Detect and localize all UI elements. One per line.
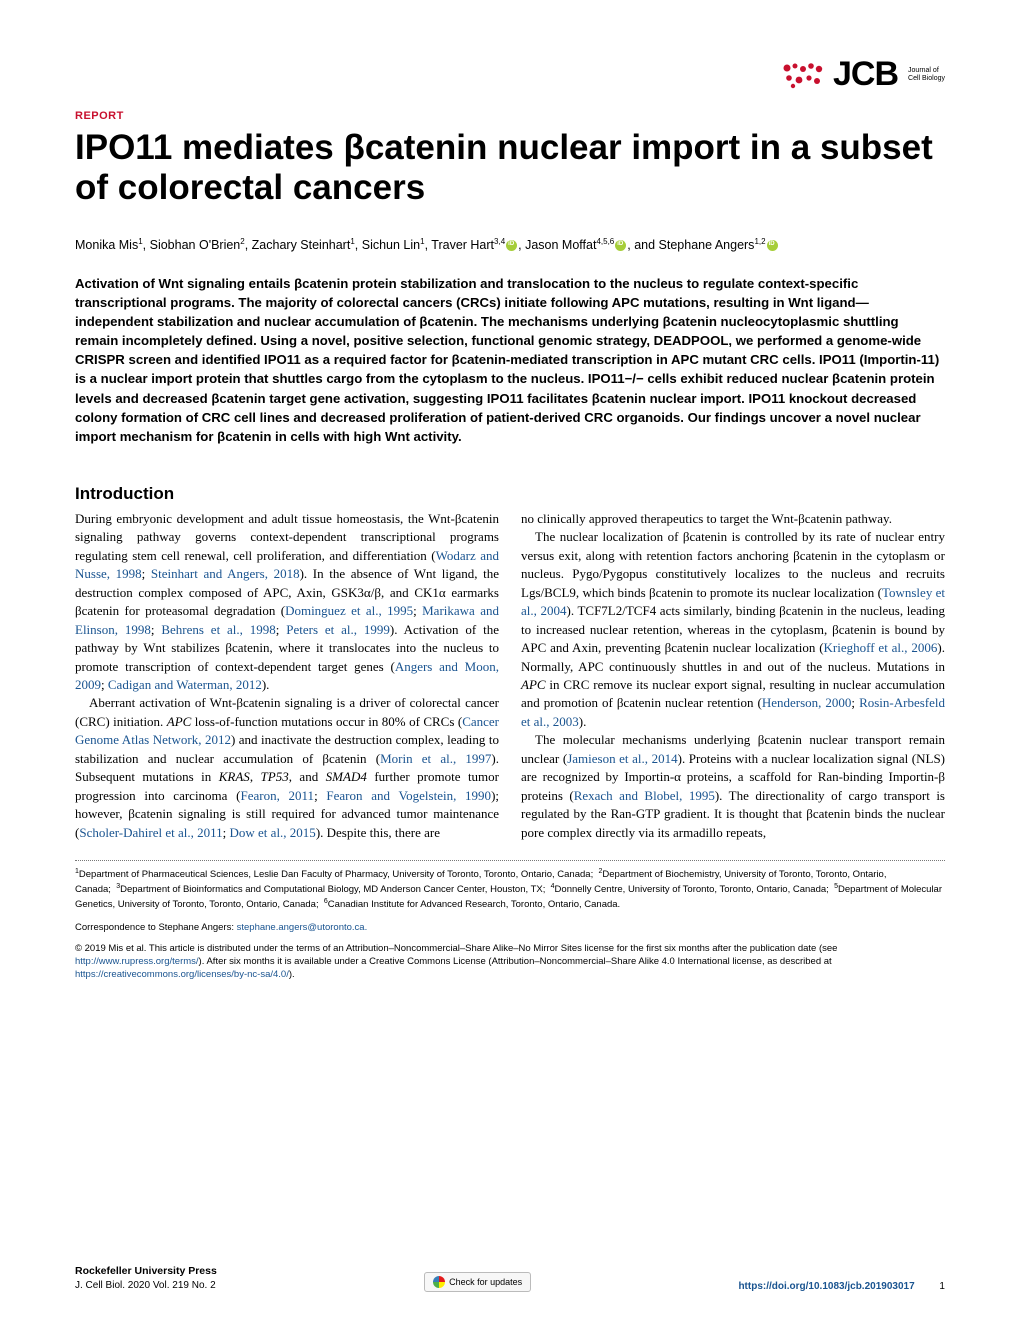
footer-right: https://doi.org/10.1083/jcb.201903017 1 [738, 1281, 945, 1292]
ref-link[interactable]: Krieghoff et al., 2006 [824, 640, 938, 655]
ref-link[interactable]: Fearon and Vogelstein, 1990 [326, 788, 491, 803]
journal-logo-icon [781, 60, 825, 90]
journal-logo: JCB Journal ofCell Biology [781, 55, 945, 94]
license-statement: © 2019 Mis et al. This article is distri… [75, 943, 945, 981]
citation-line: J. Cell Biol. 2020 Vol. 219 No. 2 [75, 1279, 217, 1292]
publisher-name: Rockefeller University Press [75, 1265, 217, 1279]
intro-para-4: The molecular mechanisms underlying βcat… [521, 731, 945, 842]
affiliations: 1Department of Pharmaceutical Sciences, … [75, 867, 945, 912]
ref-link[interactable]: Morin et al., 1997 [380, 751, 491, 766]
column-left: During embryonic development and adult t… [75, 510, 499, 842]
ref-link[interactable]: Dow et al., 2015 [230, 825, 316, 840]
page-number: 1 [939, 1281, 945, 1292]
intro-para-1-cont: no clinically approved therapeutics to t… [521, 510, 945, 528]
intro-para-3: The nuclear localization of βcatenin is … [521, 528, 945, 731]
body-columns: During embryonic development and adult t… [75, 510, 945, 842]
ref-link[interactable]: Henderson, 2000 [762, 695, 852, 710]
crossmark-icon [433, 1276, 445, 1288]
journal-logo-text: JCB [833, 55, 898, 94]
ref-link[interactable]: Jamieson et al., 2014 [567, 751, 677, 766]
license-link[interactable]: https://creativecommons.org/licenses/by-… [75, 969, 289, 980]
ref-link[interactable]: Rexach and Blobel, 1995 [574, 788, 715, 803]
journal-logo-subtitle: Journal ofCell Biology [908, 67, 945, 82]
ref-link[interactable]: Scholer-Dahirel et al., 2011 [79, 825, 222, 840]
column-right: no clinically approved therapeutics to t… [521, 510, 945, 842]
footer-left: Rockefeller University Press J. Cell Bio… [75, 1265, 217, 1292]
article-title: IPO11 mediates βcatenin nuclear import i… [75, 128, 945, 209]
doi-link[interactable]: https://doi.org/10.1083/jcb.201903017 [738, 1281, 914, 1292]
footer-center: Check for updates [424, 1272, 531, 1292]
ref-link[interactable]: Dominguez et al., 1995 [285, 603, 413, 618]
article-type-label: REPORT [75, 110, 945, 122]
ref-link[interactable]: Steinhart and Angers, 2018 [151, 566, 300, 581]
page-footer: Rockefeller University Press J. Cell Bio… [75, 1265, 945, 1292]
correspondence-email-link[interactable]: stephane.angers@utoronto.ca. [237, 922, 368, 933]
correspondence: Correspondence to Stephane Angers: steph… [75, 922, 945, 933]
ref-link[interactable]: Cadigan and Waterman, 2012 [108, 677, 262, 692]
intro-para-2: Aberrant activation of Wnt-βcatenin sign… [75, 694, 499, 842]
author-list: Monika Mis1, Siobhan O'Brien2, Zachary S… [75, 237, 945, 252]
license-link[interactable]: http://www.rupress.org/terms/ [75, 956, 199, 967]
intro-para-1: During embryonic development and adult t… [75, 510, 499, 695]
ref-link[interactable]: Peters et al., 1999 [286, 622, 390, 637]
separator-rule [75, 860, 945, 861]
ref-link[interactable]: Fearon, 2011 [240, 788, 314, 803]
abstract-text: Activation of Wnt signaling entails βcat… [75, 274, 945, 446]
ref-link[interactable]: Behrens et al., 1998 [161, 622, 275, 637]
section-heading-introduction: Introduction [75, 484, 945, 504]
crossmark-badge[interactable]: Check for updates [424, 1272, 531, 1292]
